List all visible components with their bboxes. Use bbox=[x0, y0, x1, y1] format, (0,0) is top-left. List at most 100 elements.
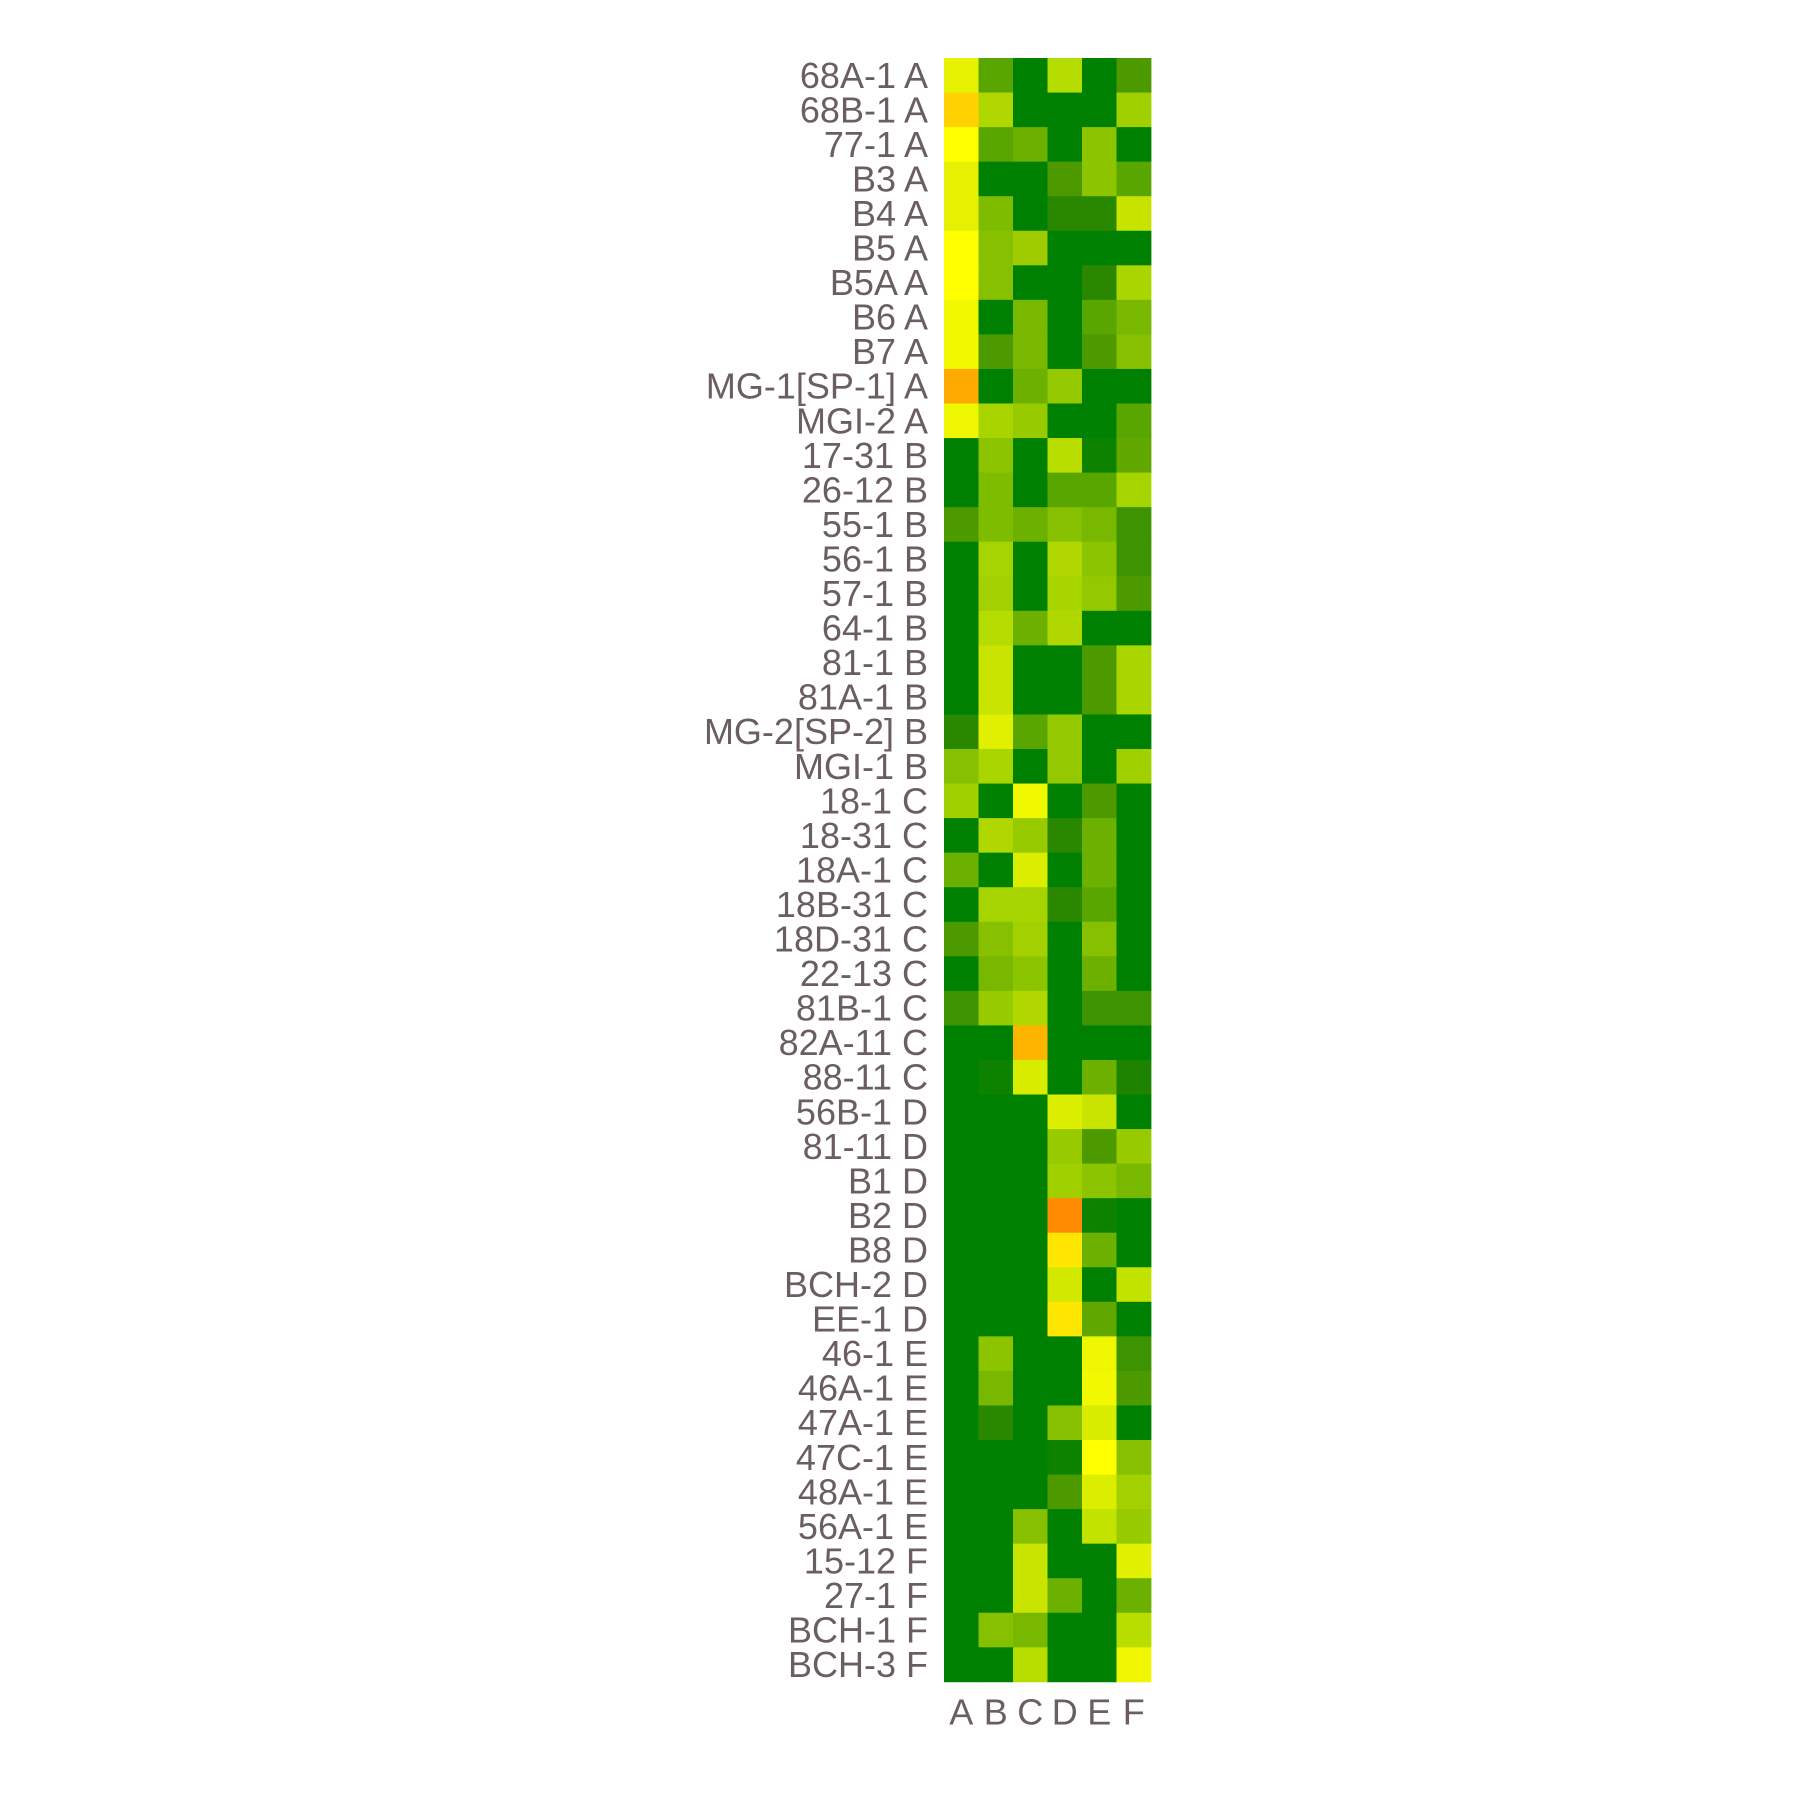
heatmap-cell bbox=[1013, 1647, 1048, 1683]
heatmap-cell bbox=[944, 92, 979, 128]
heatmap-cell bbox=[1116, 1025, 1152, 1061]
heatmap-cell bbox=[1013, 1612, 1048, 1648]
heatmap-cell bbox=[1082, 541, 1117, 577]
heatmap-cell bbox=[944, 610, 979, 646]
heatmap-cell bbox=[978, 783, 1014, 819]
heatmap-cell bbox=[978, 1336, 1014, 1372]
heatmap-cell bbox=[1116, 610, 1152, 646]
heatmap-cell bbox=[944, 1440, 979, 1475]
heatmap-cell bbox=[1116, 368, 1152, 404]
heatmap-cell bbox=[944, 127, 979, 163]
heatmap-cell bbox=[978, 1370, 1014, 1406]
heatmap-cell bbox=[1116, 1267, 1152, 1303]
heatmap-cell bbox=[978, 1129, 1014, 1164]
heatmap-cell bbox=[1047, 852, 1083, 888]
heatmap-cell bbox=[978, 1405, 1014, 1441]
heatmap-cell bbox=[944, 1129, 979, 1164]
heatmap-cell bbox=[1082, 507, 1117, 543]
heatmap-cell bbox=[1013, 1163, 1048, 1199]
heatmap-cell bbox=[944, 1474, 979, 1510]
column-label: D bbox=[1052, 1692, 1078, 1733]
heatmap-cell bbox=[978, 507, 1014, 543]
heatmap-cell bbox=[944, 472, 979, 508]
heatmap-cell bbox=[1047, 1440, 1083, 1475]
heatmap-cell bbox=[1082, 1509, 1117, 1545]
heatmap-cell bbox=[1116, 1094, 1152, 1130]
heatmap-cell bbox=[978, 610, 1014, 646]
heatmap-cell bbox=[1116, 1474, 1152, 1510]
column-label: B bbox=[984, 1692, 1008, 1733]
heatmap-cell bbox=[1013, 1440, 1048, 1475]
heatmap-cell bbox=[1116, 645, 1152, 681]
heatmap-cell bbox=[1116, 1543, 1152, 1579]
heatmap-cell bbox=[978, 1440, 1014, 1475]
heatmap-cell bbox=[1082, 1612, 1117, 1648]
heatmap-cell bbox=[1047, 1232, 1083, 1268]
heatmap-cell bbox=[1116, 576, 1152, 612]
row-label: 56-1 B bbox=[822, 538, 928, 579]
heatmap-cell bbox=[944, 1543, 979, 1579]
heatmap-cell bbox=[1047, 887, 1083, 923]
column-label: E bbox=[1087, 1692, 1111, 1733]
heatmap-cell bbox=[1082, 610, 1117, 646]
heatmap-cell bbox=[1082, 714, 1117, 750]
heatmap-cell bbox=[978, 403, 1014, 439]
heatmap-cell bbox=[944, 161, 979, 197]
heatmap-cell bbox=[1047, 368, 1083, 404]
heatmap-cell bbox=[944, 576, 979, 612]
heatmap-cell bbox=[1047, 1025, 1083, 1061]
heatmap-cell bbox=[1116, 921, 1152, 957]
row-label: 18-1 C bbox=[820, 780, 928, 821]
heatmap-cell bbox=[1116, 541, 1152, 577]
column-label: F bbox=[1123, 1692, 1145, 1733]
heatmap-cell bbox=[1047, 230, 1083, 266]
heatmap-cell bbox=[944, 818, 979, 854]
heatmap-cell bbox=[944, 714, 979, 750]
heatmap-cell bbox=[978, 1198, 1014, 1234]
heatmap-cell bbox=[978, 1543, 1014, 1579]
heatmap-cell bbox=[1047, 472, 1083, 508]
row-label: 57-1 B bbox=[822, 573, 928, 614]
row-label: BCH-2 D bbox=[784, 1264, 928, 1305]
heatmap-cell bbox=[978, 818, 1014, 854]
heatmap-cell bbox=[1047, 783, 1083, 819]
heatmap-cell bbox=[978, 230, 1014, 266]
heatmap-cell bbox=[1047, 645, 1083, 681]
heatmap-cell bbox=[1082, 1198, 1117, 1234]
heatmap-cell bbox=[978, 1301, 1014, 1337]
heatmap-cell bbox=[978, 576, 1014, 612]
heatmap-cell bbox=[1116, 265, 1152, 301]
heatmap-cell bbox=[978, 956, 1014, 992]
heatmap-cell bbox=[944, 438, 979, 473]
heatmap-cell bbox=[1013, 265, 1048, 301]
row-label: BCH-3 F bbox=[788, 1644, 928, 1685]
heatmap-cell bbox=[1116, 956, 1152, 992]
heatmap-cell bbox=[944, 921, 979, 957]
heatmap-cell bbox=[1082, 1474, 1117, 1510]
row-label: 48A-1 E bbox=[798, 1471, 928, 1512]
heatmap-cell bbox=[978, 1509, 1014, 1545]
heatmap-cell bbox=[1116, 334, 1152, 370]
row-label: 47C-1 E bbox=[796, 1437, 928, 1478]
heatmap-cell bbox=[1047, 1543, 1083, 1579]
row-label: B4 A bbox=[852, 193, 928, 234]
heatmap-cell bbox=[978, 1094, 1014, 1130]
heatmap-cell bbox=[978, 161, 1014, 197]
heatmap-cell bbox=[944, 1647, 979, 1683]
heatmap-cell bbox=[1082, 645, 1117, 681]
row-label: MG-2[SP-2] B bbox=[704, 711, 928, 752]
row-label: 18B-31 C bbox=[776, 884, 928, 925]
heatmap-cell bbox=[1013, 679, 1048, 715]
heatmap-cell bbox=[1047, 1301, 1083, 1337]
heatmap-cell bbox=[1116, 1232, 1152, 1268]
heatmap-cell bbox=[1116, 230, 1152, 266]
heatmap-cell bbox=[1047, 1370, 1083, 1406]
heatmap-cell bbox=[1116, 161, 1152, 197]
row-label: B2 D bbox=[848, 1195, 928, 1236]
heatmap-cell bbox=[1116, 818, 1152, 854]
heatmap-cell bbox=[1047, 1612, 1083, 1648]
heatmap-cell bbox=[1013, 1301, 1048, 1337]
heatmap-cell bbox=[1116, 1129, 1152, 1164]
